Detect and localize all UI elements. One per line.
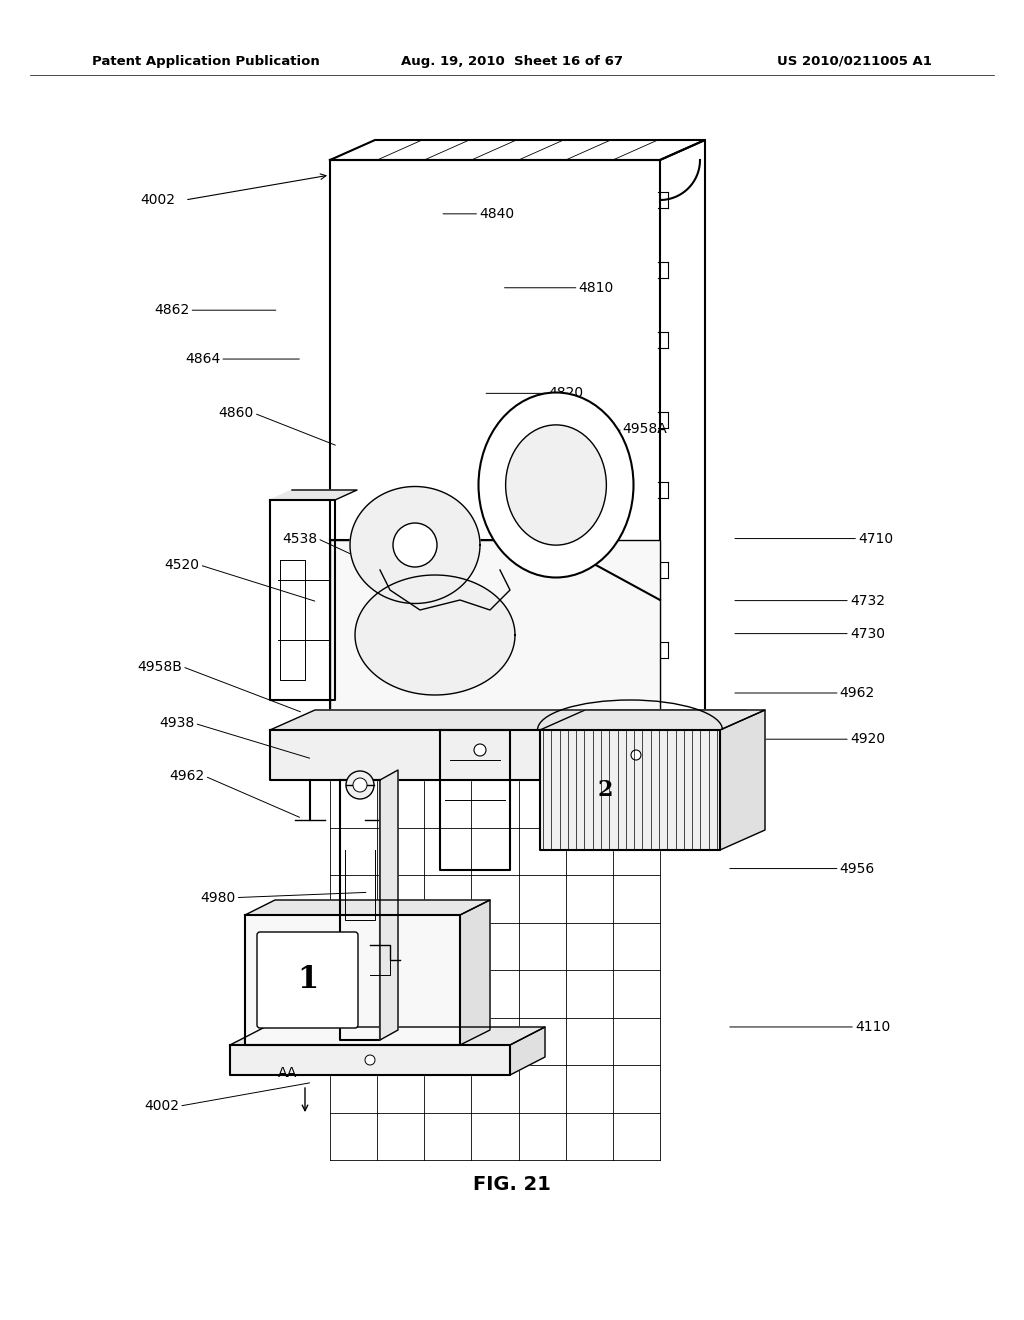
Text: 2: 2 xyxy=(597,779,612,801)
Circle shape xyxy=(393,523,437,568)
Polygon shape xyxy=(245,915,460,1045)
Polygon shape xyxy=(270,730,700,780)
Polygon shape xyxy=(355,576,515,696)
Circle shape xyxy=(346,771,374,799)
FancyBboxPatch shape xyxy=(330,540,660,730)
Text: 4820: 4820 xyxy=(548,387,583,400)
Text: 4980: 4980 xyxy=(201,891,236,904)
Text: 4864: 4864 xyxy=(185,352,220,366)
Text: 4962: 4962 xyxy=(840,686,874,700)
Polygon shape xyxy=(700,710,745,780)
Text: 4938: 4938 xyxy=(160,717,195,730)
Polygon shape xyxy=(270,490,357,500)
Polygon shape xyxy=(245,900,490,915)
Circle shape xyxy=(353,777,367,792)
Text: AA: AA xyxy=(278,1067,297,1080)
Text: 4538: 4538 xyxy=(283,532,317,545)
Text: US 2010/0211005 A1: US 2010/0211005 A1 xyxy=(777,55,932,69)
Text: 4860: 4860 xyxy=(219,407,254,420)
Text: 4810: 4810 xyxy=(579,281,613,294)
Text: 4862: 4862 xyxy=(155,304,189,317)
Text: 4002: 4002 xyxy=(144,1100,179,1113)
Circle shape xyxy=(474,744,486,756)
Text: Patent Application Publication: Patent Application Publication xyxy=(92,55,319,69)
Polygon shape xyxy=(460,900,490,1045)
Ellipse shape xyxy=(506,425,606,545)
Text: Aug. 19, 2010  Sheet 16 of 67: Aug. 19, 2010 Sheet 16 of 67 xyxy=(401,55,623,69)
Polygon shape xyxy=(230,1027,545,1045)
Text: 4730: 4730 xyxy=(850,627,885,640)
Circle shape xyxy=(631,750,641,760)
Polygon shape xyxy=(270,710,745,730)
Polygon shape xyxy=(380,770,398,1040)
Text: 4840: 4840 xyxy=(479,207,514,220)
FancyBboxPatch shape xyxy=(257,932,358,1028)
Polygon shape xyxy=(510,1027,545,1074)
Text: 4710: 4710 xyxy=(858,532,893,545)
Text: 1: 1 xyxy=(297,965,318,995)
Polygon shape xyxy=(230,1045,510,1074)
Ellipse shape xyxy=(478,392,634,578)
Text: FIG. 21: FIG. 21 xyxy=(473,1176,551,1195)
Polygon shape xyxy=(350,487,480,603)
Text: 4520: 4520 xyxy=(165,558,200,572)
Text: 4958B: 4958B xyxy=(137,660,182,673)
Text: 4956: 4956 xyxy=(840,862,874,875)
Text: 4002: 4002 xyxy=(140,193,175,207)
Text: 4920: 4920 xyxy=(850,733,885,746)
Text: 4110: 4110 xyxy=(855,1020,890,1034)
Circle shape xyxy=(365,1055,375,1065)
Text: 4962: 4962 xyxy=(170,770,205,783)
Polygon shape xyxy=(720,710,765,850)
Polygon shape xyxy=(540,710,765,730)
Text: 4732: 4732 xyxy=(850,594,885,607)
Text: 4958A: 4958A xyxy=(623,422,668,436)
Polygon shape xyxy=(540,730,720,850)
